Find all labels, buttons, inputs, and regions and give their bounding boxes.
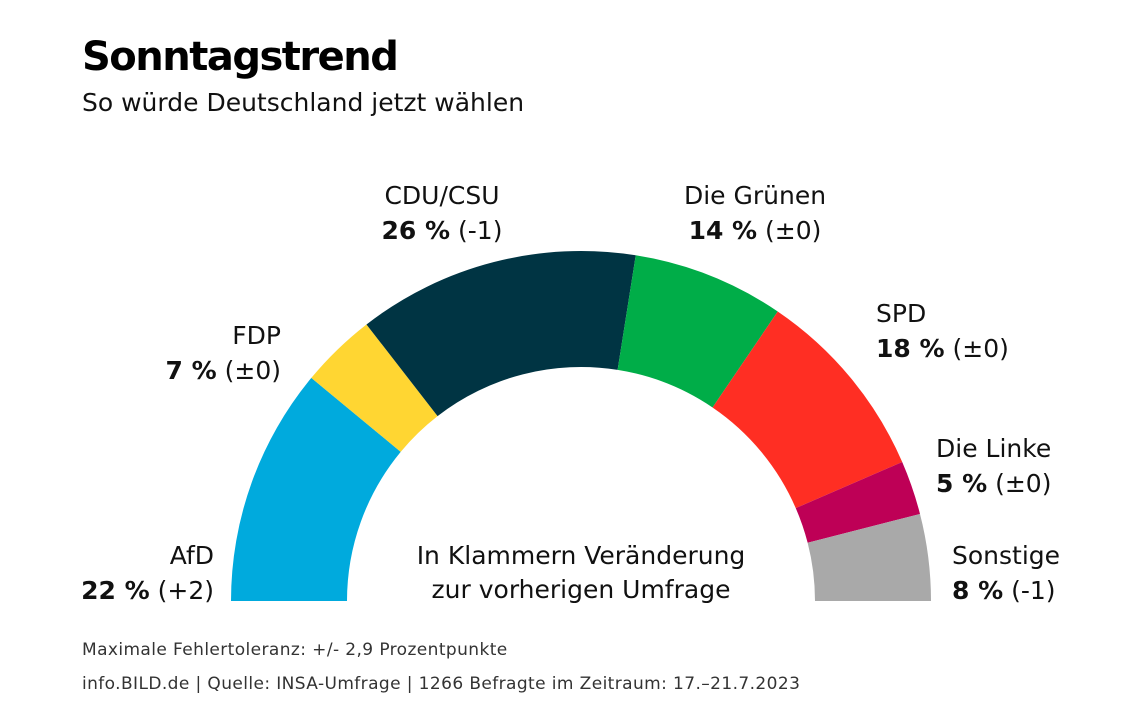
chart-title: Sonntagstrend bbox=[82, 34, 399, 80]
label-value-sonstige: 8 % (-1) bbox=[952, 576, 1056, 605]
slice-die-linke bbox=[795, 461, 921, 543]
slice-afd bbox=[231, 377, 401, 601]
label-change-sonstige: (-1) bbox=[1003, 576, 1055, 605]
label-name-sonstige: Sonstige bbox=[952, 541, 1060, 570]
label-value-cdu-csu: 26 % (-1) bbox=[382, 216, 503, 245]
label-name-die-linke: Die Linke bbox=[936, 434, 1051, 463]
label-change-die-linke: (±0) bbox=[987, 469, 1051, 498]
footer-source: info.BILD.de | Quelle: INSA-Umfrage | 12… bbox=[82, 674, 801, 694]
chart-note-line-1: In Klammern Veränderung bbox=[417, 541, 746, 570]
label-name-afd: AfD bbox=[170, 541, 214, 570]
slice-cdu-csu bbox=[366, 250, 636, 417]
label-percent-afd: 22 % bbox=[81, 576, 150, 605]
label-percent-sonstige: 8 % bbox=[952, 576, 1003, 605]
label-name-cdu-csu: CDU/CSU bbox=[384, 181, 499, 210]
slice-fdp bbox=[311, 324, 438, 452]
label-value-die-linke: 5 % (±0) bbox=[936, 469, 1051, 498]
label-percent-cdu-csu: 26 % bbox=[382, 216, 451, 245]
slice-sonstige bbox=[807, 513, 931, 601]
label-percent-die-linke: 5 % bbox=[936, 469, 987, 498]
label-change-spd: (±0) bbox=[945, 334, 1009, 363]
label-change-die-gr-nen: (±0) bbox=[757, 216, 821, 245]
label-change-fdp: (±0) bbox=[217, 356, 281, 385]
chart-labels: AfD 22 % (+2) FDP 7 % (±0) CDU/CSU 26 % (-1) D… bbox=[81, 181, 1060, 605]
label-value-die-gr-nen: 14 % (±0) bbox=[689, 216, 822, 245]
label-name-spd: SPD bbox=[876, 299, 926, 328]
label-percent-spd: 18 % bbox=[876, 334, 945, 363]
label-name-die-gr-nen: Die Grünen bbox=[684, 181, 826, 210]
chart-subtitle: So würde Deutschland jetzt wählen bbox=[82, 88, 525, 117]
slice-die-gr-nen bbox=[617, 255, 778, 408]
label-percent-fdp: 7 % bbox=[166, 356, 217, 385]
label-value-spd: 18 % (±0) bbox=[876, 334, 1009, 363]
label-change-cdu-csu: (-1) bbox=[450, 216, 502, 245]
chart-note-line-2: zur vorherigen Umfrage bbox=[432, 575, 731, 604]
label-value-afd: 22 % (+2) bbox=[81, 576, 214, 605]
label-value-fdp: 7 % (±0) bbox=[166, 356, 281, 385]
label-change-afd: (+2) bbox=[150, 576, 214, 605]
slice-spd bbox=[712, 311, 903, 509]
chart-slices bbox=[231, 250, 931, 601]
label-name-fdp: FDP bbox=[232, 321, 281, 350]
footer-error-margin: Maximale Fehlertoleranz: +/- 2,9 Prozent… bbox=[82, 640, 508, 660]
label-percent-die-gr-nen: 14 % bbox=[689, 216, 758, 245]
